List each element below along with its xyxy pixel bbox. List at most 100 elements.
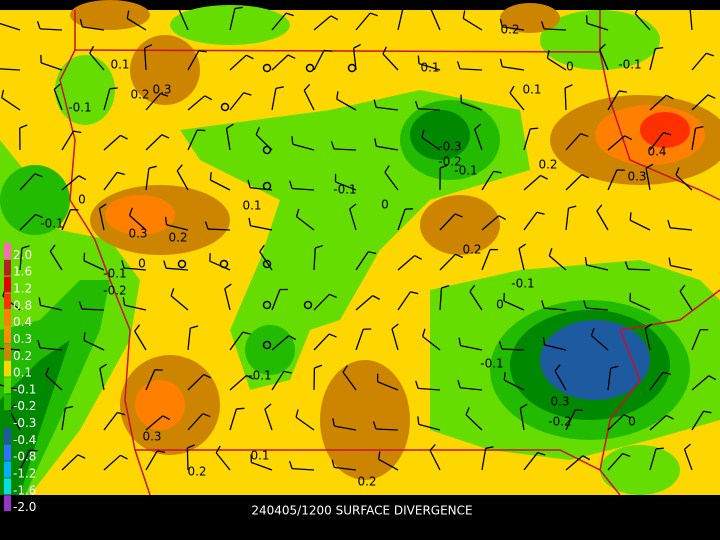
- barb-flag: [328, 333, 337, 338]
- barb-flag: [610, 365, 619, 369]
- barb-flag: [38, 297, 42, 306]
- contour-label: -0.1: [68, 101, 91, 115]
- contour-label: 0.1: [522, 83, 541, 97]
- barb: [384, 171, 399, 191]
- map-title: 240405/1200 SURFACE DIVERGENCE: [251, 504, 472, 518]
- contour-label: -0.2: [103, 284, 126, 298]
- barb: [103, 134, 121, 151]
- barb-flag: [65, 405, 74, 409]
- barb: [670, 264, 693, 271]
- contour-label: 0.4: [647, 145, 666, 159]
- barb: [355, 251, 369, 271]
- barb: [461, 102, 483, 111]
- barb-flag: [170, 288, 175, 297]
- barb-flag: [666, 414, 674, 420]
- barb: [629, 219, 651, 231]
- barb: [271, 335, 290, 351]
- barb: [40, 347, 63, 351]
- barb-flag: [1, 89, 5, 98]
- barb-flag: [330, 15, 339, 21]
- barb: [382, 53, 399, 71]
- barb: [421, 136, 441, 151]
- barb-flag: [245, 54, 254, 60]
- legend-label: -0.3: [13, 416, 36, 430]
- barb: [224, 288, 231, 311]
- barb-flag: [417, 416, 420, 425]
- contour-label: 0.2: [168, 231, 187, 245]
- barb: [229, 374, 247, 391]
- barb-flag: [224, 283, 232, 290]
- barb-flag: [160, 92, 169, 97]
- barb-flag: [455, 253, 464, 259]
- contour-label: 0.2: [357, 475, 376, 489]
- barb-flag: [236, 407, 245, 410]
- barb: [292, 143, 315, 151]
- barb-flag: [634, 6, 640, 14]
- barb: [607, 90, 620, 111]
- contour-label: -0.1: [511, 277, 534, 291]
- barb: [19, 173, 36, 191]
- barb-flag: [73, 130, 82, 134]
- contour-label: 0.3: [152, 83, 171, 97]
- barb: [565, 409, 576, 431]
- barb: [564, 87, 567, 111]
- barb: [61, 408, 66, 431]
- barb-flag: [402, 6, 411, 10]
- barb-flag: [288, 335, 297, 341]
- barb: [629, 300, 651, 311]
- barb: [333, 148, 357, 151]
- contour-label: -0.1: [40, 217, 63, 231]
- barb-flag: [474, 123, 482, 130]
- barb-flag: [264, 403, 272, 410]
- barb: [586, 22, 609, 31]
- barb-flag: [178, 3, 186, 11]
- barb-flag: [78, 301, 83, 310]
- contour-label: -0.1: [333, 183, 356, 197]
- barb: [264, 408, 273, 431]
- barb: [375, 428, 399, 431]
- barb-flag: [315, 244, 324, 249]
- barb: [187, 328, 191, 351]
- barb: [481, 448, 487, 471]
- barb-flag: [109, 87, 118, 90]
- barb: [229, 8, 236, 31]
- barb-flag: [83, 332, 86, 341]
- barb: [145, 93, 162, 111]
- barb: [565, 174, 583, 191]
- barb: [144, 48, 147, 71]
- barb: [229, 408, 238, 431]
- barb-flag: [599, 43, 606, 51]
- barb-flag: [540, 174, 548, 180]
- barb: [519, 408, 525, 431]
- barb: [89, 52, 105, 71]
- barb: [61, 175, 80, 191]
- barb: [691, 94, 709, 111]
- barb-flag: [703, 410, 712, 414]
- barb-flag: [441, 285, 450, 289]
- barb-flag: [540, 21, 545, 30]
- barb: [187, 374, 205, 391]
- barb: [586, 264, 609, 271]
- barb-flag: [422, 328, 426, 337]
- barb: [83, 339, 105, 351]
- barb: [523, 128, 531, 151]
- barb-flag: [382, 46, 388, 55]
- barb: [187, 50, 200, 71]
- barb-flag: [99, 203, 107, 210]
- barb-flag: [83, 252, 86, 261]
- barb-flag: [203, 373, 212, 379]
- barb: [465, 414, 483, 431]
- barb: [303, 89, 315, 111]
- barb: [503, 300, 525, 311]
- barb: [215, 452, 231, 471]
- barb-flag: [421, 129, 425, 138]
- barb: [397, 8, 404, 31]
- barb-flag: [689, 3, 698, 9]
- barb-flag: [582, 455, 591, 461]
- barb: [342, 371, 357, 391]
- contour-label: 0.3: [142, 430, 161, 444]
- barb: [145, 168, 150, 191]
- barb-flag: [454, 213, 463, 218]
- barb-flag: [161, 134, 170, 139]
- barb-flag: [353, 43, 362, 49]
